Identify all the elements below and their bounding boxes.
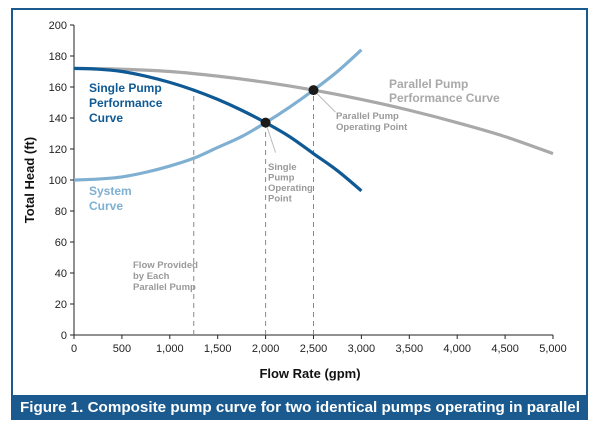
y-tick-label: 100 [49, 175, 67, 187]
single-pump-curve-label: Performance [89, 96, 163, 110]
single-operating-point-label: Pump [268, 173, 295, 184]
single-operating-point-label: Operating [268, 183, 313, 194]
x-tick-label: 3,500 [396, 343, 424, 355]
single-operating-point-label: Point [268, 194, 293, 205]
flow-per-pump-label: Parallel Pump [133, 282, 196, 293]
single-operating-point [260, 117, 271, 128]
y-tick-label: 160 [49, 82, 67, 94]
single-pump-curve-label: Single Pump [89, 81, 162, 95]
x-tick-label: 3,000 [348, 343, 376, 355]
x-tick-label: 0 [71, 343, 77, 355]
parallel-operating-point-label: Operating Point [336, 122, 408, 133]
system-curve-label: System [89, 184, 132, 198]
caption-bar [12, 395, 587, 419]
x-tick-label: 5,000 [539, 343, 567, 355]
y-axis-label: Total Head (ft) [22, 137, 37, 223]
y-tick-label: 140 [49, 113, 67, 125]
single-pump-curve [73, 66, 363, 193]
y-tick-label: 20 [55, 299, 67, 311]
parallel-pump-curve-label: Performance Curve [389, 91, 500, 105]
x-tick-label: 2,500 [300, 343, 328, 355]
y-tick-label: 200 [49, 20, 67, 32]
x-axis-label: Flow Rate (gpm) [259, 366, 360, 381]
single-operating-point-label: Single [268, 162, 297, 173]
y-tick-label: 0 [61, 330, 67, 342]
parallel-operating-point [308, 85, 319, 96]
flow-per-pump-label: by Each [133, 271, 170, 282]
parallel-operating-point-label: Parallel Pump [336, 111, 399, 122]
x-tick-label: 500 [113, 343, 131, 355]
y-tick-label: 180 [49, 51, 67, 63]
system-curve-label: Curve [89, 199, 123, 213]
operating-point-leader [313, 89, 336, 113]
y-tick-label: 120 [49, 144, 67, 156]
flow-per-pump-label: Flow Provided [133, 260, 198, 271]
single-pump-curve-label: Curve [89, 111, 123, 125]
x-tick-label: 4,500 [491, 343, 519, 355]
y-tick-label: 60 [55, 237, 67, 249]
figure-frame [11, 8, 588, 420]
figure-caption: Figure 1. Composite pump curve for two i… [20, 400, 580, 416]
parallel-pump-curve-label: Parallel Pump [389, 77, 468, 91]
x-tick-label: 2,000 [252, 343, 280, 355]
y-tick-label: 40 [55, 268, 67, 280]
operating-point-leader [265, 122, 277, 153]
x-tick-label: 1,500 [204, 343, 232, 355]
x-tick-label: 4,000 [443, 343, 471, 355]
x-tick-label: 1,000 [156, 343, 184, 355]
y-tick-label: 80 [55, 206, 67, 218]
